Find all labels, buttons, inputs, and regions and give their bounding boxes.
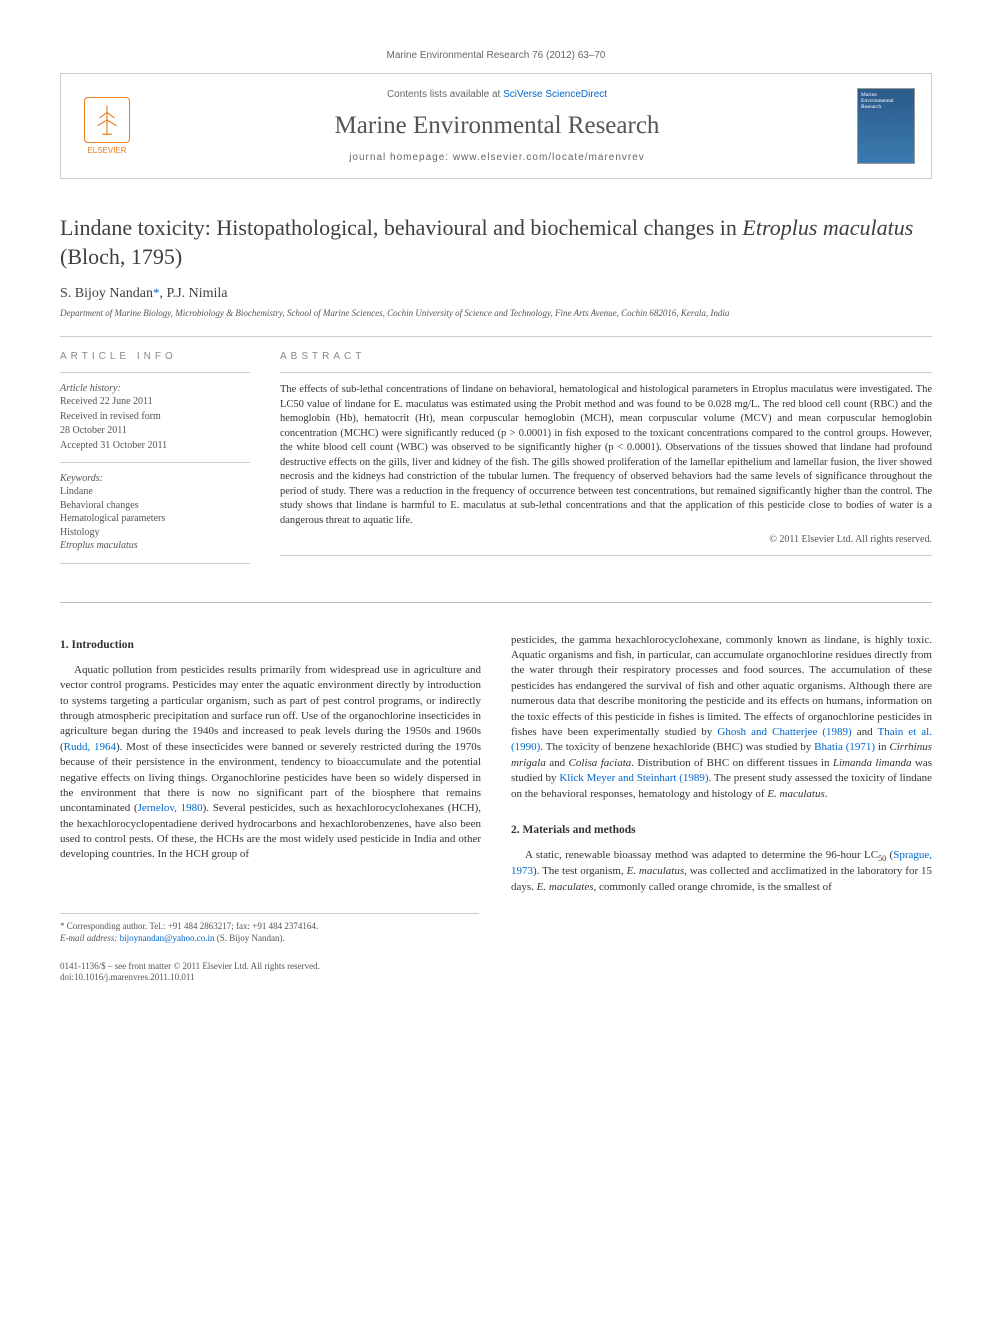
info-divider-1 xyxy=(60,372,250,373)
abstract-column: ABSTRACT The effects of sub-lethal conce… xyxy=(280,351,932,574)
cover-line3: Research xyxy=(861,104,911,110)
section-1-heading: 1. Introduction xyxy=(60,637,481,653)
footnote-area: * Corresponding author. Tel.: +91 484 28… xyxy=(60,913,479,944)
intro-p2b: and xyxy=(852,726,878,738)
affiliation: Department of Marine Biology, Microbiolo… xyxy=(60,308,932,318)
issn-copyright: 0141-1136/$ – see front matter © 2011 El… xyxy=(60,961,932,973)
sciencedirect-link[interactable]: SciVerse ScienceDirect xyxy=(503,89,607,100)
email-label: E-mail address: xyxy=(60,933,117,943)
section-2-heading: 2. Materials and methods xyxy=(511,822,932,838)
tree-icon xyxy=(88,101,126,139)
email-line: E-mail address: bijoynandan@yahoo.co.in … xyxy=(60,932,479,944)
corresponding-author-footnote: * Corresponding author. Tel.: +91 484 28… xyxy=(60,920,479,932)
contents-prefix: Contents lists available at xyxy=(387,89,503,100)
article-info-heading: ARTICLE INFO xyxy=(60,351,250,362)
keywords-label: Keywords: xyxy=(60,473,250,484)
elsevier-tree-icon xyxy=(84,97,130,143)
title-part1: Lindane toxicity: Histopathological, beh… xyxy=(60,215,742,240)
journal-citation-header: Marine Environmental Research 76 (2012) … xyxy=(60,50,932,61)
homepage-line: journal homepage: www.elsevier.com/locat… xyxy=(137,152,857,163)
keyword-2: Behavioral changes xyxy=(60,499,250,513)
citation-jernelov-1980[interactable]: Jernelov, 1980 xyxy=(138,802,203,814)
authors-line: S. Bijoy Nandan*, P.J. Nimila xyxy=(60,285,932,302)
body-column-left: 1. Introduction Aquatic pollution from p… xyxy=(60,633,481,896)
keyword-3: Hematological parameters xyxy=(60,512,250,526)
citation-klickmeyer-1989[interactable]: Klick Meyer and Steinhart (1989) xyxy=(559,772,708,784)
abstract-divider-bottom xyxy=(280,555,932,556)
article-history-label: Article history: xyxy=(60,383,250,394)
title-species: Etroplus maculatus xyxy=(742,215,913,240)
abstract-text: The effects of sub-lethal concentrations… xyxy=(280,383,932,528)
info-divider-2 xyxy=(60,462,250,463)
intro-paragraph: Aquatic pollution from pesticides result… xyxy=(60,663,481,863)
intro-p1a: Aquatic pollution from pesticides result… xyxy=(60,664,481,753)
intro-continued: pesticides, the gamma hexachlorocyclohex… xyxy=(511,633,932,802)
abstract-heading: ABSTRACT xyxy=(280,351,932,362)
abstract-divider-top xyxy=(280,372,932,373)
doi-line[interactable]: doi:10.1016/j.marenvres.2011.10.011 xyxy=(60,972,932,984)
citation-ghosh-1989[interactable]: Ghosh and Chatterjee (1989) xyxy=(717,726,851,738)
keyword-1: Lindane xyxy=(60,485,250,499)
author-email[interactable]: bijoynandan@yahoo.co.in xyxy=(120,933,215,943)
author-1[interactable]: S. Bijoy Nandan xyxy=(60,286,153,301)
author-2[interactable]: , P.J. Nimila xyxy=(159,286,227,301)
revised-date: 28 October 2011 xyxy=(60,424,250,438)
homepage-prefix: journal homepage: xyxy=(349,152,453,163)
header-center: Contents lists available at SciVerse Sci… xyxy=(137,89,857,163)
intro-p2a: pesticides, the gamma hexachlorocyclohex… xyxy=(511,634,932,738)
info-divider-3 xyxy=(60,563,250,564)
intro-p2c: . The toxicity of benzene hexachloride (… xyxy=(540,741,814,753)
divider-top xyxy=(60,336,932,337)
accepted-date: Accepted 31 October 2011 xyxy=(60,439,250,453)
keyword-5: Etroplus maculatus xyxy=(60,539,250,553)
revised-label: Received in revised form xyxy=(60,410,250,424)
info-abstract-row: ARTICLE INFO Article history: Received 2… xyxy=(60,351,932,574)
methods-paragraph: A static, renewable bioassay method was … xyxy=(511,848,932,895)
received-date: Received 22 June 2011 xyxy=(60,395,250,409)
page-container: Marine Environmental Research 76 (2012) … xyxy=(0,0,992,1034)
abstract-copyright: © 2011 Elsevier Ltd. All rights reserved… xyxy=(280,534,932,545)
body-column-right: pesticides, the gamma hexachlorocyclohex… xyxy=(511,633,932,896)
journal-title: Marine Environmental Research xyxy=(137,112,857,140)
elsevier-logo[interactable]: ELSEVIER xyxy=(77,94,137,159)
methods-p1a: A static, renewable bioassay method was … xyxy=(525,849,893,861)
methods-p1b: ). The test organism, E. maculatus, was … xyxy=(511,865,932,892)
full-divider xyxy=(60,602,932,603)
keyword-4: Histology xyxy=(60,526,250,540)
email-suffix: (S. Bijoy Nandan). xyxy=(217,933,285,943)
homepage-url[interactable]: www.elsevier.com/locate/marenvrev xyxy=(453,152,645,163)
article-title: Lindane toxicity: Histopathological, beh… xyxy=(60,214,932,271)
citation-rudd-1964[interactable]: Rudd, 1964 xyxy=(64,741,116,753)
keyword-5-italic: Etroplus maculatus xyxy=(60,540,138,551)
elsevier-label: ELSEVIER xyxy=(87,146,126,155)
body-columns: 1. Introduction Aquatic pollution from p… xyxy=(60,633,932,896)
contents-available-line: Contents lists available at SciVerse Sci… xyxy=(137,89,857,100)
article-info-column: ARTICLE INFO Article history: Received 2… xyxy=(60,351,250,574)
title-part2: (Bloch, 1795) xyxy=(60,244,182,269)
journal-cover-thumbnail[interactable]: Marine Environmental Research xyxy=(857,88,915,164)
journal-header-box: ELSEVIER Contents lists available at Sci… xyxy=(60,73,932,179)
citation-bhatia-1971[interactable]: Bhatia (1971) xyxy=(814,741,875,753)
